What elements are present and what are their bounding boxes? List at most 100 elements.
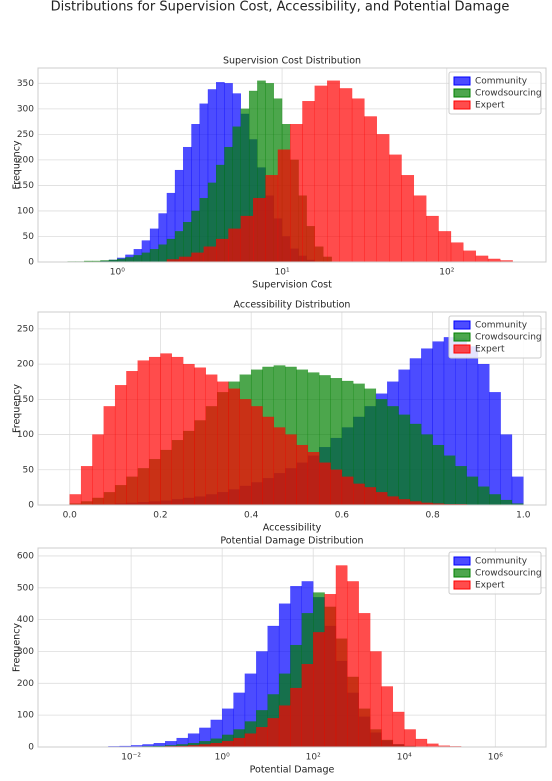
legend-swatch: [453, 568, 471, 578]
histogram-bar: [278, 705, 291, 747]
histogram-bar: [500, 434, 513, 505]
y-tick-label: 500: [17, 583, 34, 593]
legend-label: Expert: [475, 581, 505, 591]
histogram-bar: [80, 466, 93, 505]
histogram-bar: [463, 250, 476, 262]
y-tick-label: 350: [17, 79, 34, 89]
histogram-bar: [455, 466, 467, 505]
x-tick-label: 10⁻²: [121, 753, 141, 763]
histogram-bar: [166, 238, 176, 262]
histogram-bar: [205, 374, 218, 505]
y-tick-label: 150: [17, 395, 34, 405]
chart-title: Supervision Cost Distribution: [223, 56, 361, 67]
y-tick-label: 300: [17, 104, 34, 114]
x-tick-label: 10⁰: [110, 268, 125, 278]
histogram-bar: [398, 414, 411, 505]
histogram-bar: [415, 738, 428, 747]
y-tick-label: 0: [28, 501, 34, 511]
histogram-bar: [353, 483, 365, 505]
x-tick-label: 10²: [439, 268, 454, 278]
histogram-bar: [285, 434, 297, 505]
histogram-bar: [387, 496, 399, 505]
histogram-bar: [114, 385, 127, 505]
y-tick-label: 400: [17, 615, 34, 625]
histogram-bar: [171, 356, 184, 505]
y-tick-label: 250: [17, 324, 34, 334]
x-tick-label: 0.6: [335, 511, 350, 521]
x-tick-label: 0.4: [244, 511, 259, 521]
histogram-bar: [133, 255, 143, 262]
histogram-bar: [158, 244, 168, 262]
histogram-bar: [413, 195, 427, 262]
histogram-bar: [251, 406, 263, 505]
histogram-bar: [149, 249, 159, 262]
y-tick-label: 50: [23, 232, 35, 242]
histogram-bar: [347, 581, 359, 747]
chart-title: Potential Damage Distribution: [220, 536, 363, 547]
histogram-bar: [398, 499, 411, 505]
x-tick-label: 10⁴: [397, 753, 412, 763]
legend-swatch: [453, 76, 471, 86]
histogram-bar: [401, 175, 415, 262]
histogram-bar: [404, 729, 416, 747]
histogram-bar: [103, 406, 116, 505]
x-tick-label: 0.8: [425, 511, 440, 521]
x-tick-label: 1.0: [516, 511, 531, 521]
histogram-bar: [375, 492, 388, 505]
histogram-bar: [244, 733, 257, 747]
histogram-bar: [330, 469, 343, 505]
legend-label: Expert: [475, 101, 505, 111]
plot-area: [69, 337, 524, 505]
y-tick-label: 150: [17, 181, 34, 191]
histogram-bar: [290, 687, 302, 747]
histogram-bar: [392, 711, 405, 747]
y-tick-label: 600: [17, 551, 34, 561]
histogram-bar: [389, 154, 402, 262]
histogram-bar: [301, 664, 314, 747]
x-tick-label: 10¹: [275, 268, 290, 278]
histogram-bar: [409, 501, 422, 505]
y-tick-label: 200: [17, 155, 34, 165]
histogram-bar: [511, 476, 524, 505]
legend-swatch: [453, 320, 471, 330]
histogram-bar: [477, 363, 490, 505]
histogram-bar: [364, 487, 377, 505]
figure-title: Distributions for Supervision Cost, Acce…: [51, 0, 510, 15]
legend-box: [448, 315, 542, 359]
y-axis-label: Frequency: [12, 384, 23, 433]
histogram-bar: [141, 252, 151, 262]
histogram-bar: [148, 356, 161, 505]
x-axis-label: Supervision Cost: [252, 280, 332, 291]
histogram-bar: [265, 175, 279, 262]
y-tick-label: 200: [17, 679, 34, 689]
histogram-bar: [364, 116, 377, 262]
y-tick-label: 250: [17, 130, 34, 140]
histogram-bar: [126, 371, 138, 505]
histogram-bar: [222, 741, 234, 747]
axes-frame: [37, 311, 547, 506]
histogram-bar: [194, 367, 206, 505]
legend-swatch: [453, 580, 471, 590]
y-tick-label: 0: [28, 743, 34, 753]
histogram-bar: [216, 238, 229, 262]
histogram-bar: [267, 718, 280, 747]
histogram-bar: [69, 494, 82, 505]
histogram-bar: [191, 252, 204, 262]
histogram-bar: [450, 242, 464, 262]
histogram-bar: [376, 134, 390, 262]
histogram-bar: [314, 85, 328, 262]
histogram-bar: [233, 737, 246, 747]
histogram-bar: [375, 399, 388, 505]
histogram-bar: [203, 246, 217, 262]
histogram-bar: [466, 476, 479, 505]
histogram-bar: [438, 231, 452, 262]
histogram-bar: [387, 406, 399, 505]
histogram-bar: [489, 392, 501, 505]
y-axis-label: Frequency: [12, 140, 23, 189]
y-tick-label: 300: [17, 647, 34, 657]
legend-box: [448, 551, 542, 595]
chart-title: Accessibility Distribution: [234, 300, 351, 311]
x-tick-label: 0.0: [63, 511, 78, 521]
y-tick-label: 50: [23, 465, 35, 475]
